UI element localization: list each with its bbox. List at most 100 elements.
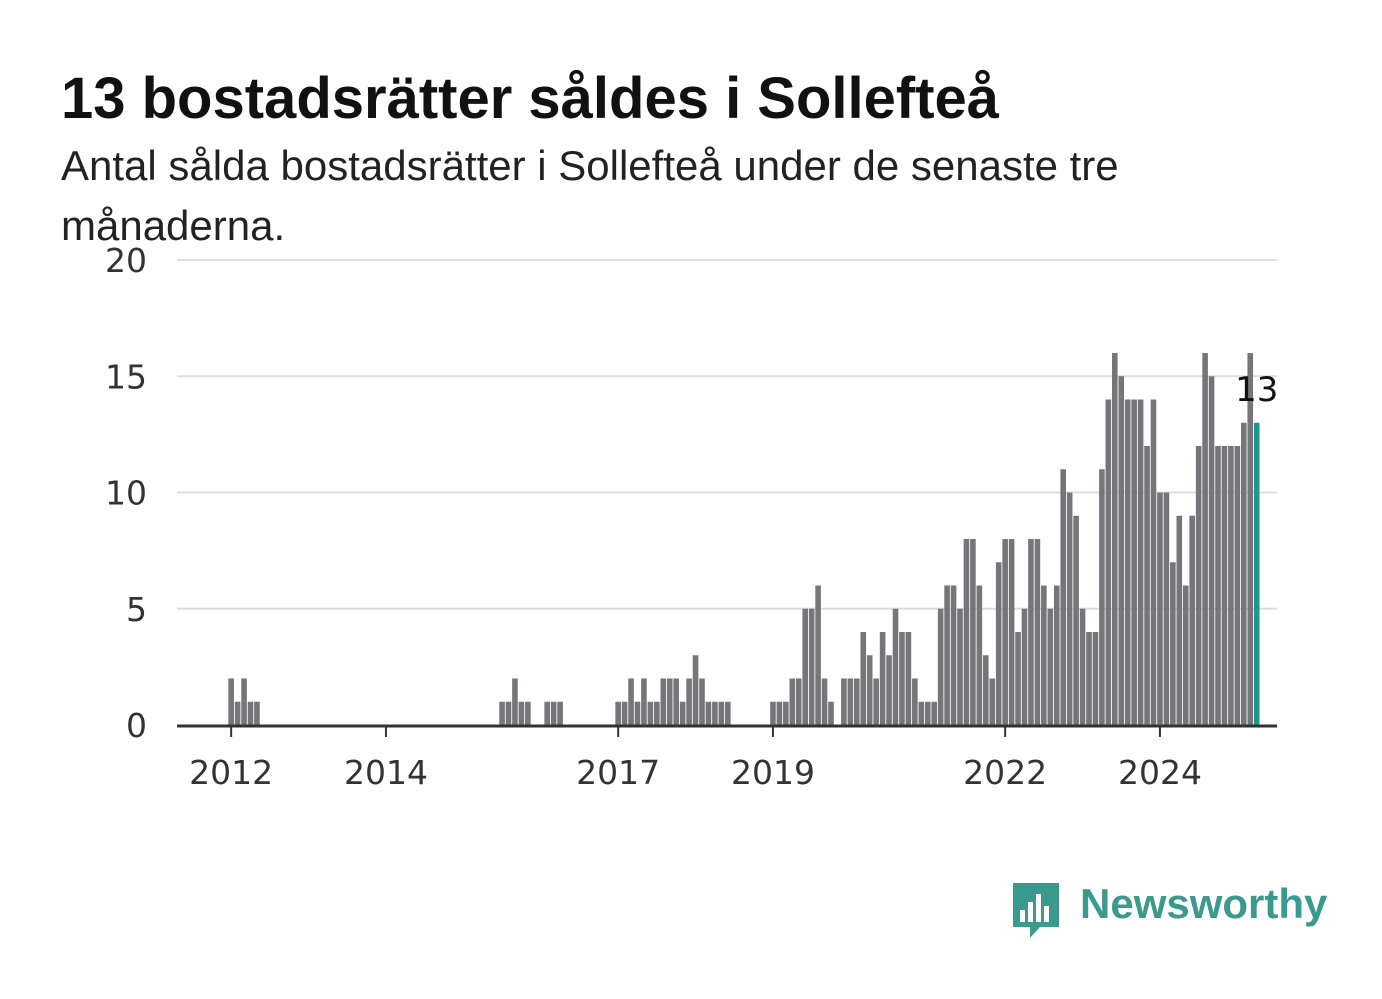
bar xyxy=(1215,446,1221,725)
bar xyxy=(860,632,867,725)
bar xyxy=(1182,585,1189,725)
bar xyxy=(234,701,241,725)
bar xyxy=(621,701,628,725)
bar xyxy=(963,539,970,725)
annotations: 13 xyxy=(1235,370,1278,410)
bar xyxy=(789,678,796,725)
bar xyxy=(937,608,944,725)
bar xyxy=(1073,515,1079,725)
bar xyxy=(1021,608,1028,725)
bar xyxy=(1228,446,1234,725)
bar xyxy=(1221,446,1228,725)
bar xyxy=(995,562,1002,725)
bar xyxy=(970,539,976,725)
bar xyxy=(1079,608,1086,725)
bar xyxy=(1118,376,1125,725)
bar xyxy=(989,678,996,725)
bar xyxy=(1015,632,1021,725)
bar xyxy=(957,608,963,725)
bar xyxy=(712,701,718,725)
bar xyxy=(228,678,234,725)
bar xyxy=(1247,353,1254,725)
x-axis xyxy=(177,724,1277,737)
bar xyxy=(1047,608,1054,725)
brand-name: Newsworthy xyxy=(1080,880,1328,927)
bar xyxy=(641,678,647,725)
bar xyxy=(1060,469,1066,725)
bar xyxy=(647,701,654,725)
bar xyxy=(1144,446,1150,725)
bar xyxy=(1008,539,1015,725)
bar xyxy=(770,701,776,725)
bar xyxy=(557,701,563,725)
bar xyxy=(918,701,925,725)
bar xyxy=(660,678,667,725)
bar xyxy=(886,655,892,725)
bar xyxy=(776,701,783,725)
bar xyxy=(795,678,802,725)
bar xyxy=(1202,353,1208,725)
bar xyxy=(808,608,815,725)
bar xyxy=(815,585,821,725)
bar xyxy=(666,678,673,725)
bar xyxy=(924,701,931,725)
bar xyxy=(254,701,260,725)
bar xyxy=(1163,492,1170,725)
bar xyxy=(1124,399,1131,725)
chart-subtitle: Antal sålda bostadsrätter i Sollefteå un… xyxy=(61,142,1119,249)
bar xyxy=(505,701,512,725)
bar xyxy=(673,678,679,725)
bar xyxy=(634,701,641,725)
bar xyxy=(950,585,957,725)
bar xyxy=(821,678,828,725)
bar xyxy=(905,632,912,725)
y-tick-label: 5 xyxy=(126,590,147,629)
bar xyxy=(550,701,557,725)
bar xyxy=(725,701,731,725)
bar xyxy=(512,678,518,725)
bar xyxy=(247,701,254,725)
x-axis-labels: 2012 2014 2017 2019 2022 2024 xyxy=(189,753,1202,792)
bar xyxy=(692,655,699,725)
bar xyxy=(912,678,918,725)
bar xyxy=(873,678,879,725)
x-tick-label: 2012 xyxy=(189,753,273,792)
bar xyxy=(499,701,505,725)
x-tick-label: 2014 xyxy=(344,753,428,792)
bar xyxy=(615,701,621,725)
y-axis-labels: 0 5 10 15 20 xyxy=(105,241,147,745)
y-tick-label: 20 xyxy=(105,241,147,280)
bar xyxy=(879,632,886,725)
bar xyxy=(841,678,847,725)
bar xyxy=(525,701,531,725)
x-tick-label: 2022 xyxy=(963,753,1047,792)
bar-chart-speech-bubble-icon xyxy=(1013,883,1059,938)
bar xyxy=(699,678,705,725)
bar xyxy=(628,678,634,725)
bar xyxy=(1131,399,1137,725)
x-tick-label: 2024 xyxy=(1118,753,1202,792)
bar xyxy=(1099,469,1105,725)
bar xyxy=(1150,399,1157,725)
bar xyxy=(1137,399,1144,725)
bar xyxy=(802,608,808,725)
y-tick-label: 10 xyxy=(105,474,147,513)
bar xyxy=(1208,376,1215,725)
bar xyxy=(1053,585,1060,725)
highlight-data-label: 13 xyxy=(1235,370,1278,410)
bar xyxy=(1157,492,1163,725)
bar xyxy=(1086,632,1092,725)
bar xyxy=(654,701,660,725)
bar xyxy=(686,678,692,725)
bar xyxy=(1092,632,1099,725)
bar xyxy=(899,632,905,725)
bar xyxy=(944,585,950,725)
bar xyxy=(892,608,899,725)
y-tick-label: 0 xyxy=(126,706,147,745)
x-tick-label: 2019 xyxy=(731,753,815,792)
bar xyxy=(1234,446,1241,725)
bars xyxy=(228,353,1260,725)
bar xyxy=(544,701,550,725)
y-tick-label: 15 xyxy=(105,357,147,396)
